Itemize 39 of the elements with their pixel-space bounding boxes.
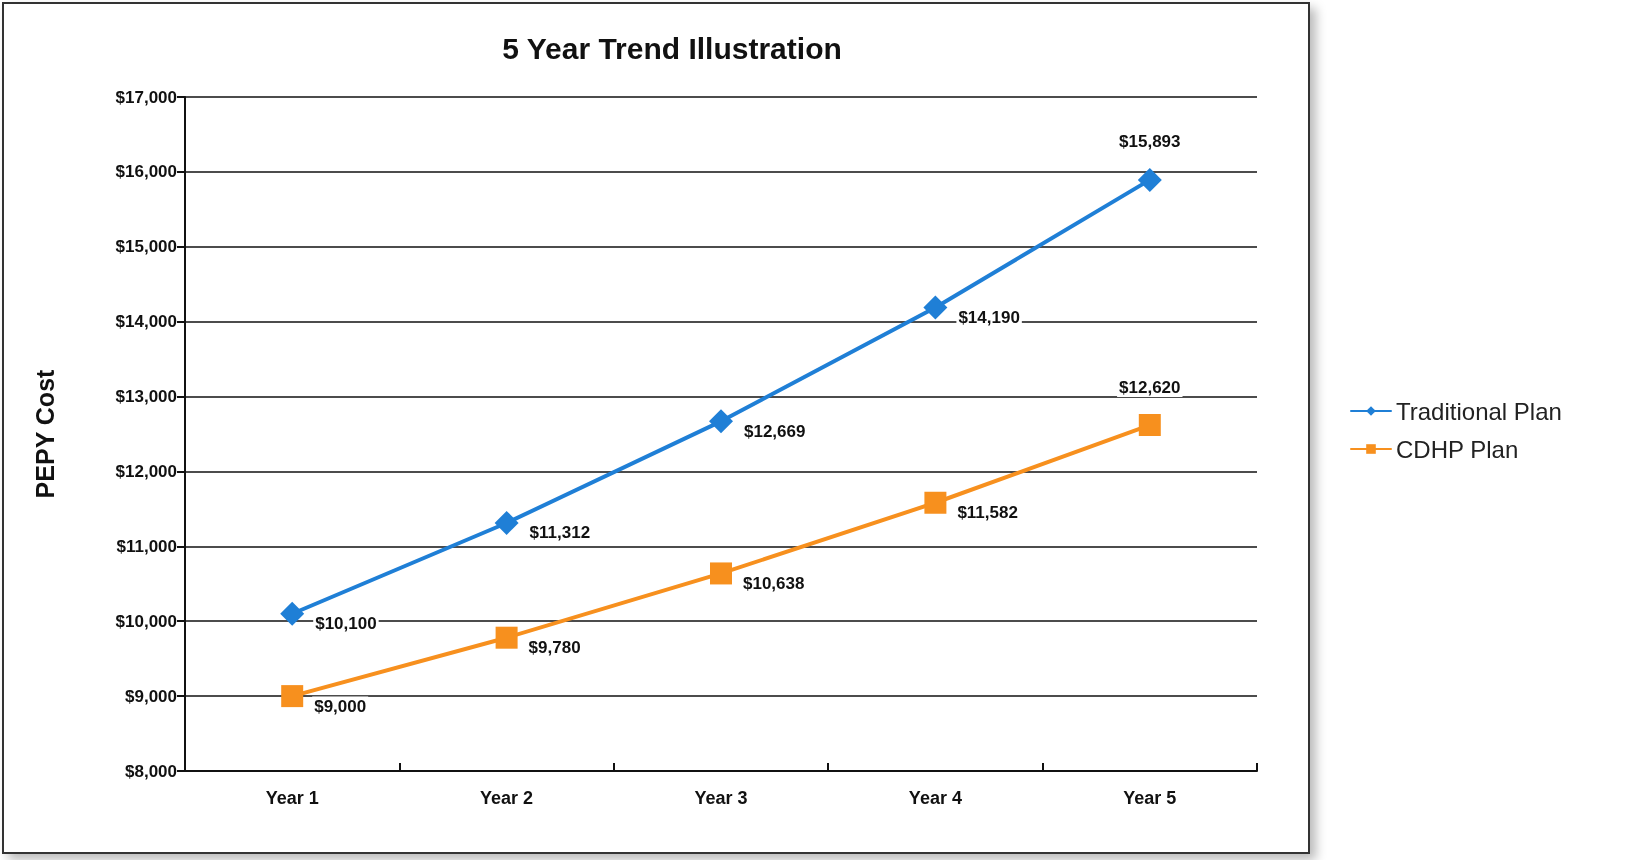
x-tick-label: Year 1 [265, 788, 319, 808]
x-tick-label: Year 4 [908, 788, 962, 808]
data-label: $9,780 [528, 638, 581, 658]
data-label: $12,620 [1119, 378, 1181, 398]
x-tick-label: Year 3 [694, 788, 748, 808]
data-label: $11,582 [957, 503, 1018, 523]
y-tick-label: $12,000 [115, 461, 177, 481]
y-tick-label: $8,000 [125, 761, 177, 781]
point [494, 510, 519, 535]
point [710, 562, 732, 585]
legend-label: Traditional Plan [1396, 397, 1562, 425]
x-tick-label: Year 2 [480, 788, 534, 808]
chart-title: 5 Year Trend Illustration [502, 31, 842, 65]
y-tick-label: $15,000 [115, 237, 177, 257]
point [924, 491, 947, 514]
y-axis-title: PEPY Cost [30, 368, 59, 499]
y-tick-label: $17,000 [115, 87, 177, 107]
data-label: $10,638 [743, 573, 805, 593]
point [281, 685, 304, 708]
legend-label: CDHP Plan [1396, 435, 1519, 463]
y-tick-label: $9,000 [125, 686, 177, 706]
y-tick-label: $14,000 [115, 312, 177, 332]
point [923, 295, 948, 320]
data-label: $10,100 [315, 614, 377, 634]
point [709, 409, 733, 434]
data-label: $14,190 [958, 307, 1020, 327]
point [1137, 167, 1162, 192]
data-label: $12,669 [744, 421, 806, 441]
data-label: $15,893 [1119, 131, 1181, 151]
y-tick-label: $11,000 [116, 536, 177, 556]
x-tick-label: Year 5 [1123, 788, 1177, 808]
y-tick-label: $10,000 [115, 611, 177, 631]
point [495, 626, 518, 649]
y-tick-label: $13,000 [115, 387, 177, 407]
point [1138, 414, 1161, 437]
y-tick-label: $16,000 [115, 162, 177, 182]
point [280, 601, 305, 626]
data-label: $9,000 [314, 696, 367, 716]
data-label: $11,312 [529, 523, 591, 543]
